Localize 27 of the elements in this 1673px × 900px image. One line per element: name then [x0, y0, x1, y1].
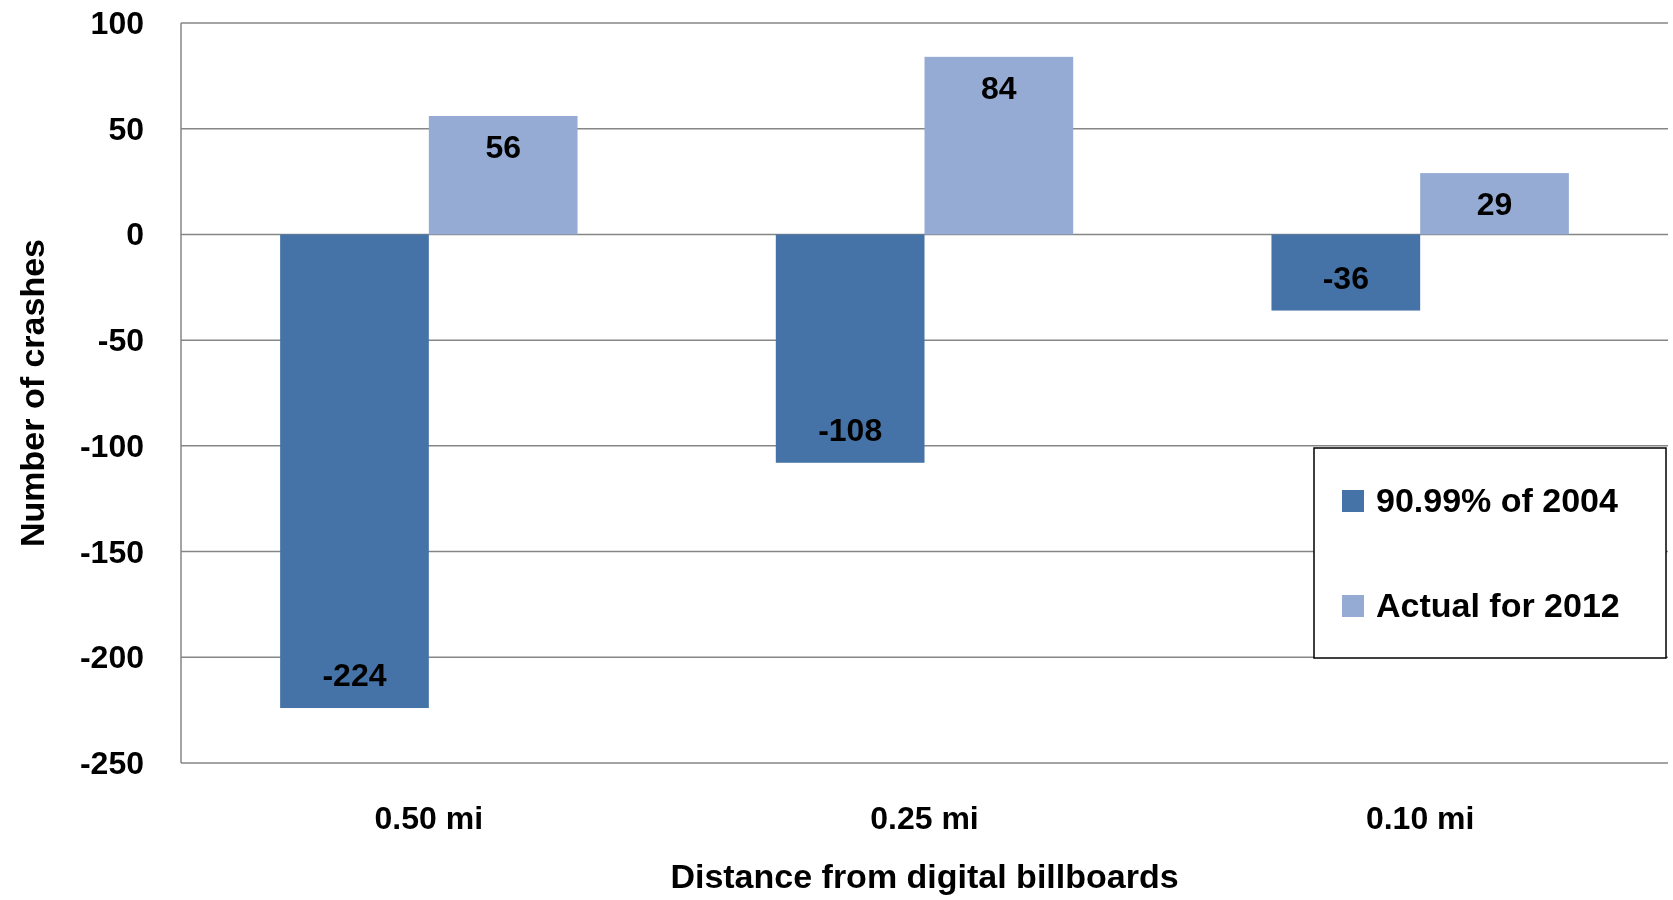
data-label: -108: [818, 411, 883, 448]
bar: [924, 56, 1074, 235]
y-tick-label: -250: [79, 745, 144, 781]
x-axis-title: Distance from digital billboards: [670, 857, 1179, 895]
data-label: 84: [981, 69, 1017, 106]
y-tick-label: 0: [126, 216, 144, 253]
data-label: 29: [1476, 186, 1513, 223]
x-tick-label: 0.10 mi: [1365, 800, 1475, 836]
y-tick-label: 100: [90, 5, 144, 41]
legend-label: Actual for 2012: [1376, 586, 1620, 624]
bar: [428, 116, 578, 235]
y-tick-label: -50: [97, 322, 144, 359]
y-tick-label: 50: [108, 110, 144, 147]
data-label: 56: [485, 129, 521, 166]
bar: [1271, 234, 1421, 311]
y-tick-label: -150: [79, 533, 144, 570]
x-tick-label: 0.25 mi: [870, 800, 979, 836]
y-tick-label: -200: [79, 639, 144, 676]
bar: [280, 234, 429, 709]
bar: [775, 234, 925, 463]
bar: [1420, 173, 1569, 235]
x-tick-label: 0.50 mi: [374, 800, 484, 836]
y-axis-title: Number of crashes: [13, 239, 51, 547]
legend-label: 90.99% of 2004: [1376, 481, 1619, 519]
data-label: -36: [1322, 259, 1369, 296]
y-tick-label: -100: [79, 427, 144, 464]
data-label: -224: [322, 657, 387, 694]
